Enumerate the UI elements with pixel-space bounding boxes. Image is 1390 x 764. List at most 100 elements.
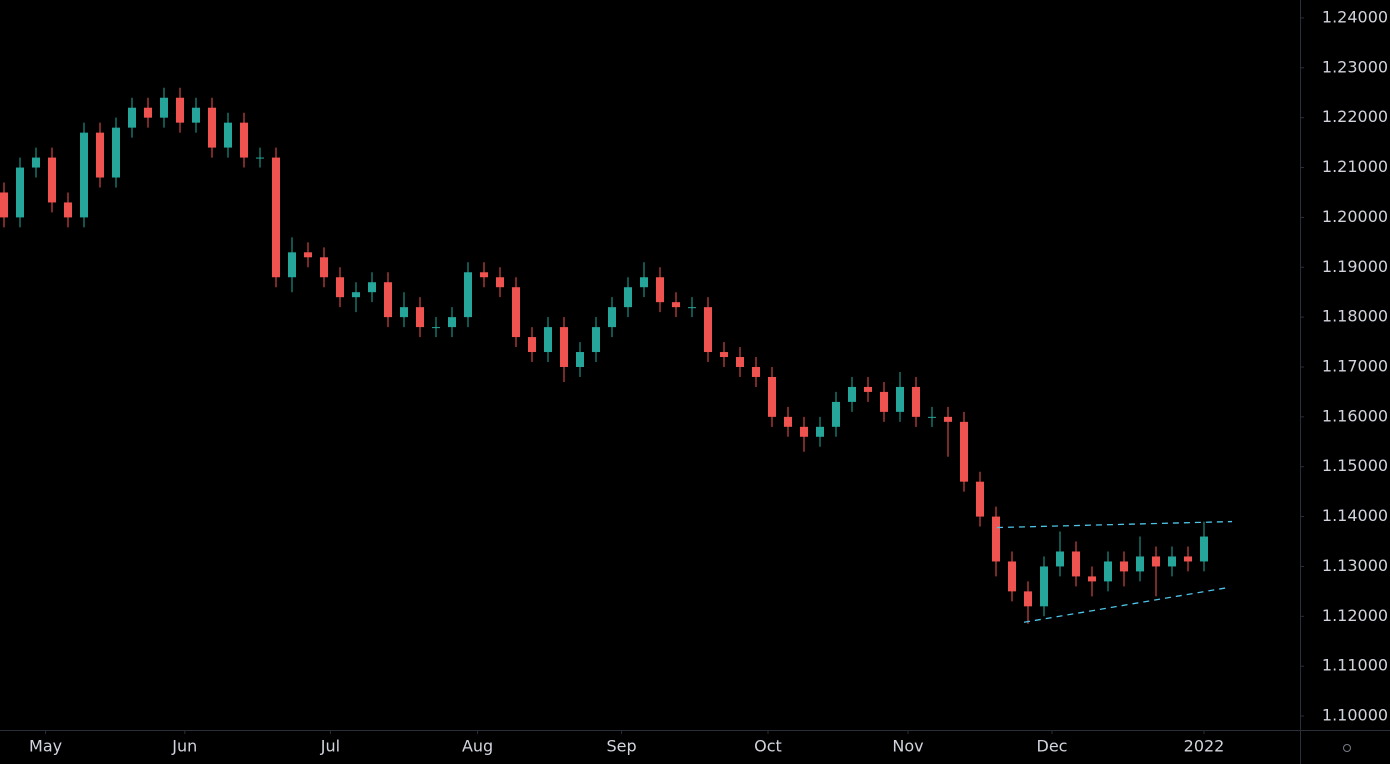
y-tick-label: 1.19000 (1322, 257, 1388, 276)
candle-body (160, 97, 168, 118)
x-tick-label: May (29, 737, 62, 756)
candle-body (912, 386, 920, 417)
candle-body (272, 157, 280, 278)
candle-body (816, 426, 824, 437)
candle-body (640, 277, 648, 288)
candle-body (704, 307, 712, 353)
candle-body (1136, 556, 1144, 572)
candle-body (560, 327, 568, 367)
y-tick-label: 1.23000 (1322, 57, 1388, 76)
y-tick-label: 1.15000 (1322, 456, 1388, 475)
candle-body (784, 416, 792, 427)
candle-body (720, 352, 728, 358)
candle-body (768, 376, 776, 417)
trendline (1023, 586, 1230, 623)
candle-body (512, 287, 520, 338)
y-tick-label: 1.13000 (1322, 556, 1388, 575)
candle-body (128, 107, 136, 128)
x-tick-label: Jul (320, 737, 340, 756)
candle-body (1056, 551, 1064, 567)
candle-body (192, 107, 200, 123)
candle-body (320, 257, 328, 278)
candle-body (304, 252, 312, 258)
candle-body (448, 317, 456, 328)
x-tick-label: Sep (607, 737, 637, 756)
candle-body (672, 302, 680, 308)
candle-body (224, 122, 232, 148)
y-tick-label: 1.16000 (1322, 406, 1388, 425)
candle-body (1152, 556, 1160, 567)
y-tick-label: 1.11000 (1322, 656, 1388, 675)
x-tick-label: Dec (1037, 737, 1068, 756)
y-tick-label: 1.20000 (1322, 207, 1388, 226)
candle-body (112, 127, 120, 178)
candle-body (288, 252, 296, 278)
candle-body (208, 107, 216, 148)
candle-body (432, 327, 440, 329)
candle-body (96, 132, 104, 178)
candle-body (992, 516, 1000, 562)
y-tick-label: 1.18000 (1322, 307, 1388, 326)
candle-body (0, 192, 8, 218)
candle-body (976, 481, 984, 517)
y-tick-label: 1.21000 (1322, 157, 1388, 176)
candle-body (864, 386, 872, 392)
candle-body (1024, 591, 1032, 607)
candle-body (1008, 561, 1016, 592)
candle-body (496, 277, 504, 288)
candle-body (1168, 556, 1176, 567)
candle-body (1040, 566, 1048, 607)
settings-icon[interactable] (1343, 744, 1351, 752)
candle-body (832, 401, 840, 427)
candle-body (480, 272, 488, 278)
candle-body (800, 426, 808, 437)
candle-body (624, 287, 632, 308)
candle-body (1072, 551, 1080, 577)
candle-body (64, 202, 72, 218)
candle-body (144, 107, 152, 118)
candle-body (608, 307, 616, 328)
x-tick-label: Nov (892, 737, 923, 756)
trendline (996, 520, 1233, 529)
candle-body (464, 272, 472, 318)
y-tick-label: 1.12000 (1322, 606, 1388, 625)
x-tick-label: Aug (462, 737, 493, 756)
candle-body (416, 307, 424, 328)
candle-body (592, 327, 600, 353)
candle-body (576, 352, 584, 367)
y-tick-label: 1.14000 (1322, 506, 1388, 525)
candle-body (960, 421, 968, 482)
x-tick-label: Jun (171, 737, 197, 756)
candle-body (384, 282, 392, 318)
candle-body (688, 307, 696, 309)
y-tick-label: 1.17000 (1322, 356, 1388, 375)
candle-body (80, 132, 88, 218)
candle-body (928, 416, 936, 418)
candle-body (48, 157, 56, 203)
x-tick-label: 2022 (1184, 737, 1225, 756)
candle-body (656, 277, 664, 303)
candle-body (16, 167, 24, 218)
candle-body (32, 157, 40, 168)
candle-body (880, 391, 888, 412)
candle-body (1184, 556, 1192, 562)
candle-body (240, 122, 248, 158)
candle-body (752, 366, 760, 377)
y-tick-label: 1.24000 (1322, 7, 1388, 26)
x-tick-label: Oct (754, 737, 782, 756)
candle-body (176, 97, 184, 123)
candle-body (336, 277, 344, 298)
y-tick-label: 1.22000 (1322, 107, 1388, 126)
candle-body (352, 292, 360, 298)
y-tick-label: 1.10000 (1322, 706, 1388, 725)
candle-body (848, 386, 856, 402)
candle-body (1088, 576, 1096, 582)
candle-body (400, 307, 408, 318)
candle-body (1200, 536, 1208, 562)
candle-body (256, 157, 264, 159)
candle-body (368, 282, 376, 293)
candle-body (1104, 561, 1112, 582)
candle-body (528, 337, 536, 353)
